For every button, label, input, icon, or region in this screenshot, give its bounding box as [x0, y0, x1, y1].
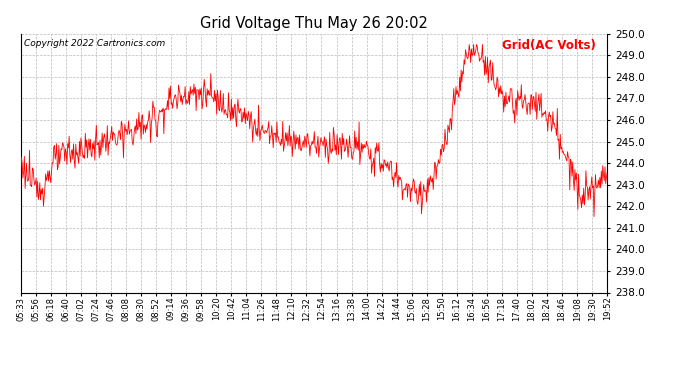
Text: Copyright 2022 Cartronics.com: Copyright 2022 Cartronics.com	[23, 39, 165, 48]
Title: Grid Voltage Thu May 26 20:02: Grid Voltage Thu May 26 20:02	[200, 16, 428, 31]
Text: Grid(AC Volts): Grid(AC Volts)	[502, 39, 595, 52]
